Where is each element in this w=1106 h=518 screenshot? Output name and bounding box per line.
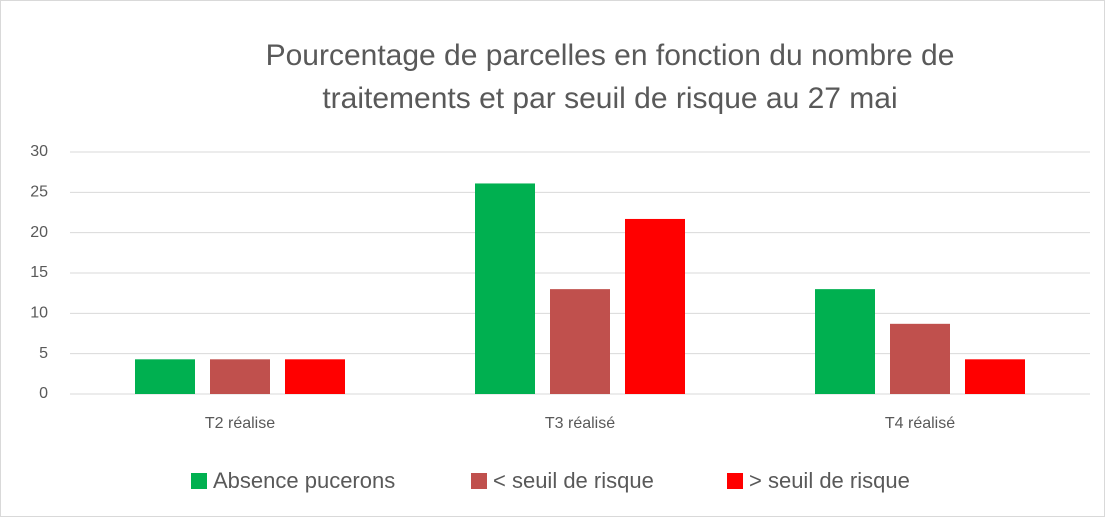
legend-label: > seuil de risque (749, 468, 910, 493)
bar (210, 359, 270, 394)
y-tick-label: 5 (39, 345, 48, 362)
legend-swatch (191, 473, 207, 489)
bar (135, 359, 195, 394)
bar (965, 359, 1025, 394)
y-tick-label: 25 (30, 184, 48, 201)
y-tick-label: 0 (39, 385, 48, 402)
x-tick-label: T2 réalise (205, 415, 275, 432)
y-tick-label: 30 (30, 143, 48, 160)
x-tick-label: T3 réalisé (545, 415, 615, 432)
chart-title: traitements et par seuil de risque au 27… (322, 82, 897, 115)
bar (625, 218, 685, 394)
chart-title: Pourcentage de parcelles en fonction du … (266, 39, 955, 72)
y-tick-label: 10 (30, 305, 48, 322)
y-tick-label: 20 (30, 224, 48, 241)
bar (475, 183, 535, 394)
y-tick-label: 15 (30, 264, 48, 281)
legend-label: Absence pucerons (213, 468, 395, 493)
legend-swatch (471, 473, 487, 489)
bar (550, 289, 610, 394)
legend-label: < seuil de risque (493, 468, 654, 493)
bar (815, 289, 875, 394)
legend-swatch (727, 473, 743, 489)
bar (285, 359, 345, 394)
x-tick-label: T4 réalisé (885, 415, 955, 432)
bar (890, 323, 950, 394)
